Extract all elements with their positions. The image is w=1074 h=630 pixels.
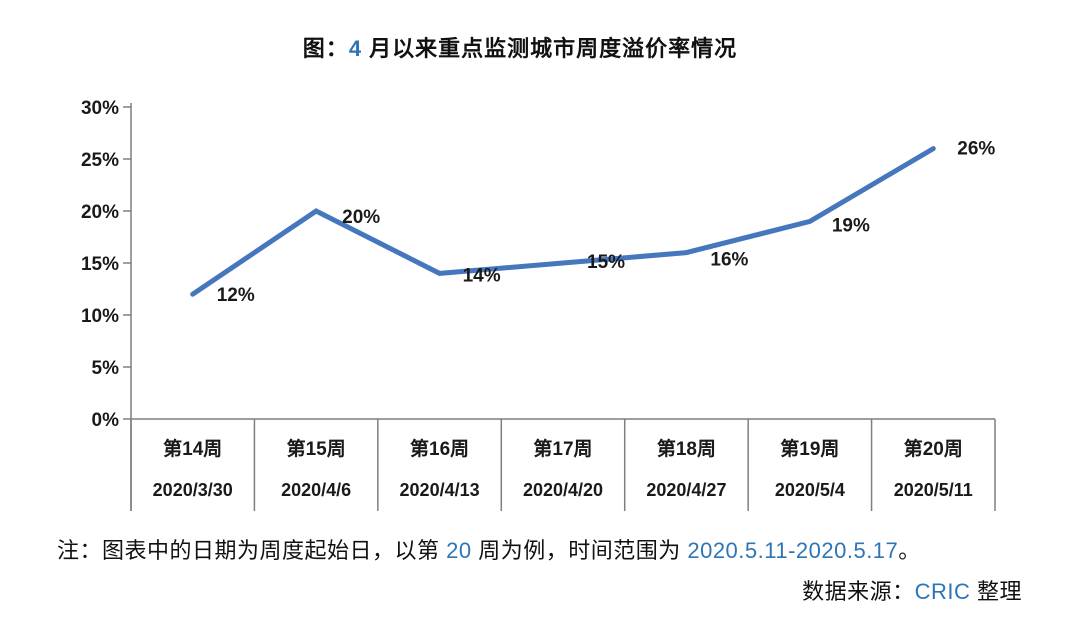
week-label: 第17周 (533, 437, 592, 460)
chart-title-prefix: 图： (302, 36, 349, 61)
date-label: 2020/4/27 (646, 480, 726, 500)
note-week-number: 20 (446, 538, 472, 563)
y-tick-label: 20% (81, 202, 119, 223)
note-suffix: 。 (898, 538, 921, 563)
data-label: 19% (832, 215, 870, 236)
week-label: 第20周 (904, 437, 963, 460)
data-label: 20% (342, 207, 380, 228)
note-prefix: 注：图表中的日期为周度起始日，以第 (57, 538, 447, 563)
date-label: 2020/5/11 (894, 480, 973, 500)
week-label: 第14周 (163, 437, 222, 460)
date-label: 2020/3/30 (153, 480, 233, 500)
data-label: 15% (587, 252, 625, 273)
week-label: 第16周 (410, 437, 469, 460)
data-label: 26% (957, 139, 995, 160)
week-label: 第15周 (287, 437, 346, 460)
y-tick-label: 10% (81, 306, 119, 327)
week-label: 第18周 (657, 437, 716, 460)
chart-title: 图：4 月以来重点监测城市周度溢价率情况 (0, 31, 1040, 63)
y-tick-label: 5% (92, 358, 120, 379)
note-text: 注：图表中的日期为周度起始日，以第 20 周为例，时间范围为 2020.5.11… (57, 533, 921, 565)
source-org: CRIC (914, 579, 971, 604)
chart-title-number: 4 (348, 36, 363, 61)
chart-title-suffix: 月以来重点监测城市周度溢价率情况 (362, 36, 738, 61)
y-tick-label: 30% (81, 98, 119, 119)
note-middle: 周为例，时间范围为 (471, 538, 688, 563)
data-label: 12% (217, 285, 255, 306)
data-label: 16% (710, 250, 748, 271)
date-label: 2020/4/13 (400, 480, 480, 500)
source-prefix: 数据来源： (802, 579, 915, 604)
note-date-range: 2020.5.11-2020.5.17 (687, 538, 899, 563)
y-tick-label: 0% (92, 410, 120, 431)
date-label: 2020/5/4 (775, 480, 845, 500)
y-tick-label: 15% (81, 254, 119, 275)
y-tick-label: 25% (81, 150, 119, 171)
source-text: 数据来源：CRIC 整理 (802, 574, 1022, 606)
source-suffix: 整理 (970, 579, 1022, 604)
week-label: 第19周 (780, 437, 839, 460)
date-label: 2020/4/6 (281, 480, 351, 500)
date-label: 2020/4/20 (523, 480, 603, 500)
trend-line (190, 146, 936, 297)
data-label: 14% (463, 265, 501, 286)
